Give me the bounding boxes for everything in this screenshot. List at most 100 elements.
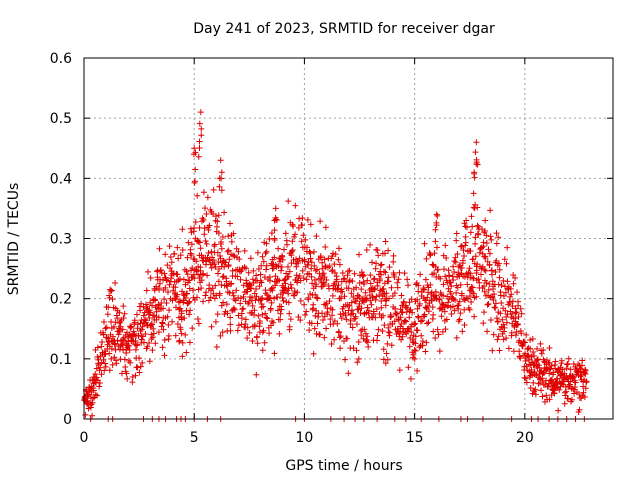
data-point bbox=[523, 331, 530, 338]
data-point bbox=[397, 306, 404, 313]
data-point bbox=[184, 254, 191, 261]
data-point bbox=[441, 308, 448, 315]
data-point bbox=[474, 261, 481, 268]
data-point bbox=[451, 307, 458, 314]
data-point bbox=[365, 343, 372, 350]
data-point bbox=[436, 348, 443, 355]
data-point bbox=[385, 329, 392, 336]
data-point bbox=[280, 246, 287, 253]
data-point bbox=[203, 210, 210, 217]
data-point bbox=[214, 249, 221, 256]
data-point bbox=[254, 340, 261, 347]
data-point bbox=[378, 261, 385, 268]
data-point bbox=[153, 308, 160, 315]
data-point bbox=[185, 239, 192, 246]
data-point bbox=[219, 273, 226, 280]
data-point bbox=[271, 295, 278, 302]
data-point bbox=[501, 256, 508, 263]
data-point bbox=[388, 342, 395, 349]
data-point bbox=[112, 340, 119, 347]
data-point bbox=[572, 379, 579, 386]
data-point bbox=[476, 249, 483, 256]
data-point bbox=[201, 225, 208, 232]
data-point bbox=[296, 215, 303, 222]
data-point bbox=[469, 256, 476, 263]
data-point bbox=[449, 303, 456, 310]
data-point bbox=[129, 331, 136, 338]
data-point bbox=[322, 224, 329, 231]
data-point bbox=[500, 277, 507, 284]
data-point bbox=[107, 288, 114, 295]
data-point bbox=[462, 242, 469, 249]
data-point bbox=[202, 292, 209, 299]
data-point bbox=[400, 298, 407, 305]
data-point bbox=[218, 169, 225, 176]
data-point bbox=[483, 240, 490, 247]
data-point bbox=[134, 341, 141, 348]
data-point bbox=[342, 356, 349, 363]
data-point bbox=[412, 333, 419, 340]
data-point bbox=[323, 277, 330, 284]
data-point bbox=[162, 284, 169, 291]
data-point bbox=[201, 205, 208, 212]
data-point bbox=[523, 379, 530, 386]
data-point bbox=[362, 289, 369, 296]
data-point bbox=[485, 286, 492, 293]
data-point bbox=[456, 298, 463, 305]
data-point bbox=[308, 320, 315, 327]
data-point bbox=[194, 316, 201, 323]
data-point bbox=[517, 355, 524, 362]
data-point bbox=[111, 354, 118, 361]
data-point bbox=[488, 236, 495, 243]
data-point bbox=[429, 261, 436, 268]
data-point bbox=[363, 247, 370, 254]
data-point bbox=[163, 300, 170, 307]
data-point bbox=[256, 318, 263, 325]
data-point bbox=[174, 271, 181, 278]
data-point bbox=[114, 315, 121, 322]
data-point bbox=[132, 372, 139, 379]
data-point bbox=[239, 306, 246, 313]
data-point bbox=[433, 211, 440, 218]
data-point bbox=[419, 317, 426, 324]
data-point bbox=[414, 305, 421, 312]
data-point bbox=[227, 220, 234, 227]
data-point bbox=[175, 277, 182, 284]
data-point bbox=[264, 291, 271, 298]
data-point bbox=[380, 346, 387, 353]
data-point bbox=[209, 285, 216, 292]
data-point bbox=[464, 281, 471, 288]
data-point bbox=[361, 280, 368, 287]
data-point bbox=[500, 328, 507, 335]
data-point bbox=[309, 280, 316, 287]
y-tick-label: 0.3 bbox=[50, 232, 72, 248]
data-point bbox=[473, 156, 480, 163]
data-point bbox=[579, 362, 586, 369]
data-point bbox=[454, 251, 461, 257]
data-point bbox=[218, 187, 225, 194]
data-point bbox=[408, 328, 415, 335]
data-point bbox=[218, 302, 225, 309]
data-point bbox=[270, 319, 277, 326]
data-point bbox=[269, 287, 276, 294]
data-point bbox=[272, 205, 279, 212]
data-point bbox=[260, 303, 267, 310]
data-point bbox=[412, 320, 419, 327]
data-point bbox=[100, 331, 107, 338]
data-point bbox=[486, 250, 493, 257]
data-point bbox=[152, 297, 159, 304]
data-point bbox=[546, 344, 553, 351]
data-point bbox=[532, 386, 539, 393]
data-point bbox=[415, 282, 422, 289]
data-point bbox=[255, 265, 262, 272]
data-point bbox=[179, 247, 186, 254]
data-point bbox=[198, 125, 205, 132]
data-point bbox=[262, 250, 269, 257]
data-point bbox=[507, 293, 514, 300]
data-point bbox=[229, 267, 236, 274]
data-point bbox=[331, 336, 338, 343]
data-point bbox=[508, 291, 515, 298]
data-point bbox=[410, 351, 417, 358]
data-point bbox=[157, 267, 164, 274]
data-point bbox=[415, 313, 422, 320]
